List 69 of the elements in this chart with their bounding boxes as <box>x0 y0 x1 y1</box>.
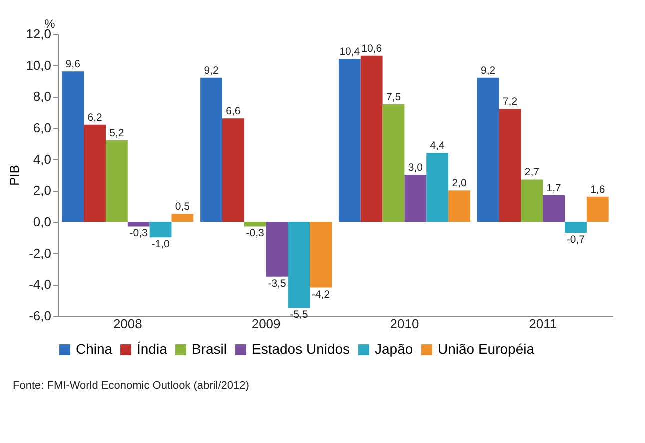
x-tick-label: 2009 <box>252 316 281 332</box>
data-label: -4,2 <box>312 288 330 301</box>
data-label: 4,4 <box>430 140 446 152</box>
data-label: -0,3 <box>130 228 148 240</box>
data-label: 5,2 <box>110 128 124 140</box>
bar <box>448 190 470 222</box>
bar <box>310 222 332 288</box>
data-label: 7,2 <box>502 96 518 108</box>
bar <box>360 56 383 222</box>
source-note: Fonte: FMI-World Economic Outlook (abril/2012) <box>13 380 250 392</box>
bar <box>200 78 222 222</box>
bar <box>244 222 266 227</box>
y-tick-label: 6,0 <box>33 120 52 136</box>
data-label: 2,0 <box>452 178 467 190</box>
legend-label: China <box>76 341 113 357</box>
bar <box>266 222 288 277</box>
data-label: -0,3 <box>246 228 265 240</box>
y-tick-label: -6,0 <box>29 308 52 324</box>
bar <box>499 109 522 222</box>
data-label: -0,7 <box>566 234 586 246</box>
bar <box>543 195 566 222</box>
bar <box>128 222 150 227</box>
data-label: 1,7 <box>546 182 562 194</box>
y-axis-title: PIB <box>7 165 22 186</box>
data-label: 3,0 <box>408 162 424 174</box>
data-label: 9,6 <box>66 58 81 71</box>
y-tick-label: 0,0 <box>33 214 52 230</box>
bar <box>565 222 587 233</box>
data-label: 6,6 <box>226 106 241 118</box>
legend-label: Estados Unidos <box>252 341 350 357</box>
data-label: 1,6 <box>590 184 606 196</box>
y-tick-label: 2,0 <box>33 183 52 198</box>
data-label: 9,2 <box>481 64 496 77</box>
y-tick-label: -4,0 <box>29 277 52 292</box>
data-label: -1,0 <box>152 238 170 251</box>
bar <box>222 118 244 222</box>
data-label: 10,6 <box>362 42 382 55</box>
bar <box>521 180 544 222</box>
data-label: 7,5 <box>386 92 402 104</box>
legend-label: Japão <box>375 341 414 357</box>
bar <box>404 175 427 222</box>
bar <box>586 196 609 222</box>
data-label: 0,5 <box>175 201 190 214</box>
data-label: 9,2 <box>204 64 219 77</box>
bar <box>382 104 405 222</box>
bar <box>477 78 500 222</box>
data-label: 10,4 <box>340 46 360 58</box>
data-label: -5,5 <box>290 309 308 322</box>
data-label: 2,7 <box>524 166 540 179</box>
bar <box>150 222 172 238</box>
legend-label: União Européia <box>438 341 535 357</box>
y-tick-label: -2,0 <box>29 246 52 261</box>
y-tick-label: 8,0 <box>33 89 52 104</box>
data-label: 6,2 <box>88 112 102 124</box>
bar <box>338 59 361 222</box>
y-tick-label: 10,0 <box>26 58 52 73</box>
bar <box>288 222 310 308</box>
legend-label: Brasil <box>192 341 228 357</box>
legend-label: Índia <box>137 341 168 357</box>
bar <box>62 72 84 222</box>
x-tick-label: 2010 <box>390 316 420 332</box>
data-label: -3,5 <box>268 278 286 290</box>
bar <box>426 153 449 222</box>
bar <box>84 124 106 222</box>
x-tick-label: 2011 <box>529 316 558 332</box>
y-tick-label: 4,0 <box>33 152 52 167</box>
x-tick-label: 2008 <box>113 316 142 332</box>
bar <box>172 214 194 222</box>
bar <box>106 140 128 222</box>
